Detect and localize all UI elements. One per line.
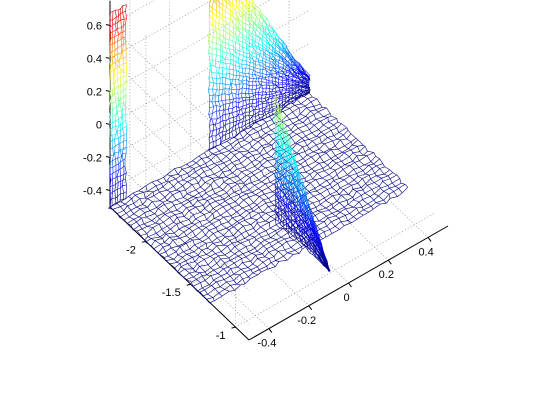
x-tick-label-3: 0.2 [379,269,394,281]
mesh-floor [108,91,409,304]
x-tick-mark-2 [348,282,352,288]
grid-z-left-0 [109,190,250,324]
x-tick-label-0: -0.4 [257,338,276,350]
grid-x-floor-3 [249,126,389,261]
z-tick-label-1: -0.2 [83,153,102,165]
mesh-wall-left [108,4,128,209]
grid-z-left-5 [109,25,250,159]
grid-x-floor-4 [288,104,429,238]
mesh-wall-right [208,0,311,151]
y-tick-mark-1 [186,283,191,286]
grid-z-left-1 [109,157,250,291]
y-tick-label-0: -2 [126,244,136,256]
z-tick-label-4: 0.4 [87,54,102,66]
z-tick-mark-0 [105,189,111,191]
z-tick-mark-5 [105,24,111,26]
x-tick-mark-3 [387,259,392,265]
x-tick-label-4: 0.4 [418,246,433,258]
z-tick-label-3: 0.2 [87,87,102,99]
x-tick-mark-1 [308,305,313,311]
mesh-layer [108,0,409,304]
y-tick-mark-2 [231,326,236,329]
grid-layer [109,0,435,329]
grid-x-floor-1 [169,172,309,307]
tick-labels-layer: -0.4 -0.2 0 0.2 0.4 -2 -1.5 -1 -0.4 -0.2 0 0.2 0.4 0.… [83,21,434,350]
x-tick-mark-0 [268,328,273,333]
y-tick-label-1: -1.5 [162,287,181,299]
z-tick-mark-3 [105,90,111,92]
grid-z-left-3 [109,91,250,225]
z-tick-label-2: 0 [96,120,102,132]
x-tick-label-2: 0 [343,292,349,304]
y-tick-label-2: -1 [216,330,226,342]
z-tick-label-0: -0.4 [83,186,102,198]
mesh-wall-middle [274,95,331,272]
z-tick-label-5: 0.6 [87,21,102,33]
axis-y-left [109,206,250,341]
grid-z-left-4 [109,58,250,192]
x-tick-label-1: -0.2 [297,315,316,327]
x-tick-mark-4 [427,237,432,242]
